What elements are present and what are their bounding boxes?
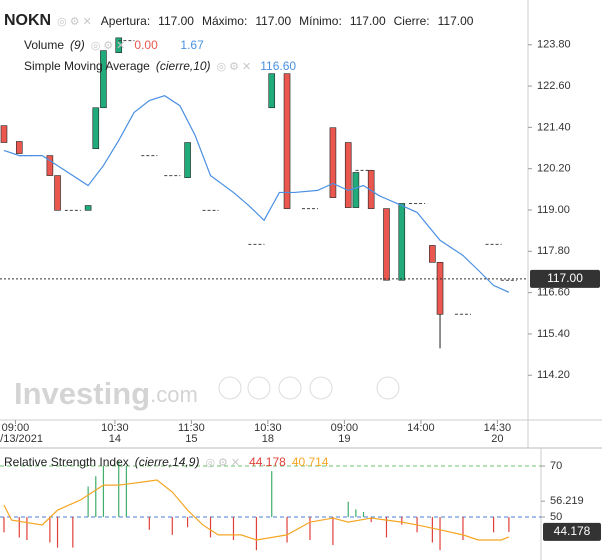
x-tick-date: 20 (491, 433, 503, 445)
params: (cierre,14,9) (134, 455, 200, 469)
last-value-label: 44.178 (554, 524, 591, 538)
y-tick-label: 115.40 (537, 328, 570, 340)
watermark-suffix: .com (150, 382, 198, 407)
candle-body (367, 170, 375, 209)
volume-legend: Volume (9) ◎⚙✕ 0.00 1.67 (24, 38, 220, 52)
zoom-controls[interactable] (218, 376, 400, 400)
x-tick-date: 19 (338, 433, 350, 445)
value: 116.60 (260, 59, 297, 73)
label: Volume (24, 38, 65, 52)
candle-body (15, 141, 23, 154)
candle-body (398, 203, 406, 281)
x-tick-date: 10/13/2021 (0, 433, 43, 445)
candle-body (352, 172, 360, 208)
candle-body (329, 127, 337, 198)
x-tick-date: 18 (262, 433, 274, 445)
y-tick-label: 114.20 (537, 369, 570, 381)
candle-body (268, 73, 276, 109)
field-label: Mínimo: (299, 14, 342, 28)
field-value: 117.00 (349, 14, 386, 28)
watermark-brand: Investing (14, 376, 150, 411)
y-tick-label: 117.80 (537, 245, 570, 257)
reset[interactable] (278, 376, 302, 400)
value: 1.67 (180, 38, 204, 52)
x-tick-label: 14:00 (407, 422, 435, 434)
fields: Apertura: 117.00 Máximo: 117.00 Mínimo: 117.0… (101, 14, 474, 28)
candle-body (92, 107, 100, 150)
candle-body (429, 245, 436, 263)
candle-body (283, 73, 291, 209)
y-tick-label: 70 (550, 460, 562, 472)
sma-legend: Simple Moving Average (cierre,10) ◎⚙✕ 116.… (24, 59, 296, 73)
candle-body (46, 155, 54, 176)
candle-body (344, 142, 352, 208)
last-price-box (530, 269, 600, 288)
x-tick-label: 10:30 (254, 422, 282, 434)
icons[interactable]: ◎⚙✕ (57, 15, 95, 28)
zoom-out[interactable] (309, 376, 333, 400)
field-value: 117.00 (255, 14, 292, 28)
header-legend: NOKN ◎⚙✕ Apertura: 117.00 Máximo: 117.00 Míni… (4, 12, 473, 30)
last-price-label: 117.00 (547, 271, 583, 285)
symbol: NOKN (4, 12, 52, 29)
icons[interactable]: ◎⚙✕ (216, 60, 255, 73)
x-tick-label: 11:30 (178, 422, 205, 434)
label: Simple Moving Average (24, 59, 150, 73)
y-tick-label: 50 (550, 511, 562, 523)
x-tick-date: 15 (185, 433, 197, 445)
field-value: 117.00 (158, 14, 194, 28)
candle-body (436, 262, 444, 315)
y-tick-label: 123.80 (537, 39, 571, 51)
watermark: Investing.com (14, 376, 198, 411)
value: 0.00 (134, 38, 158, 52)
y-tick-label: 56.219 (550, 495, 584, 507)
label: Relative Strength Index (4, 455, 129, 469)
candle-body (184, 142, 191, 178)
candle-body (0, 125, 8, 143)
y-tick-label: 121.40 (537, 121, 571, 133)
x-tick-label: 10:30 (101, 422, 129, 434)
value: 44.178 (249, 455, 286, 469)
last-value-box (543, 522, 601, 541)
field-label: Cierre: (393, 14, 430, 28)
x-tick-label: 14:30 (484, 422, 512, 434)
params: (cierre,10) (155, 59, 211, 73)
icons[interactable]: ◎⚙✕ (205, 456, 244, 469)
candle-body (383, 208, 390, 281)
rsi-legend: Relative Strength Index (cierre,14,9) ◎⚙✕ … (4, 455, 329, 469)
x-tick-label: 09:00 (2, 422, 30, 434)
y-tick-label: 120.20 (537, 163, 571, 175)
candle-body (84, 205, 92, 211)
value: 40.714 (291, 455, 329, 469)
icons[interactable]: ◎⚙✕ (90, 39, 129, 52)
candle-body (54, 175, 61, 211)
y-tick-label: 116.60 (537, 287, 570, 299)
x-tick-date: 14 (109, 433, 121, 445)
candle-body (100, 50, 107, 109)
field-label: Apertura: (100, 14, 151, 28)
scroll-left[interactable] (218, 376, 242, 400)
sma-line (3, 95, 510, 293)
field-value: 117.00 (437, 14, 474, 28)
params: (9) (70, 38, 85, 52)
zoom-in[interactable] (247, 376, 271, 400)
candle-body (115, 37, 123, 53)
scroll-right[interactable] (376, 376, 400, 400)
x-tick-label: 09:00 (331, 422, 359, 434)
y-tick-label: 122.60 (537, 80, 571, 92)
field-label: Máximo: (201, 14, 248, 28)
signal-line (3, 479, 510, 541)
y-tick-label: 119.00 (537, 204, 570, 216)
